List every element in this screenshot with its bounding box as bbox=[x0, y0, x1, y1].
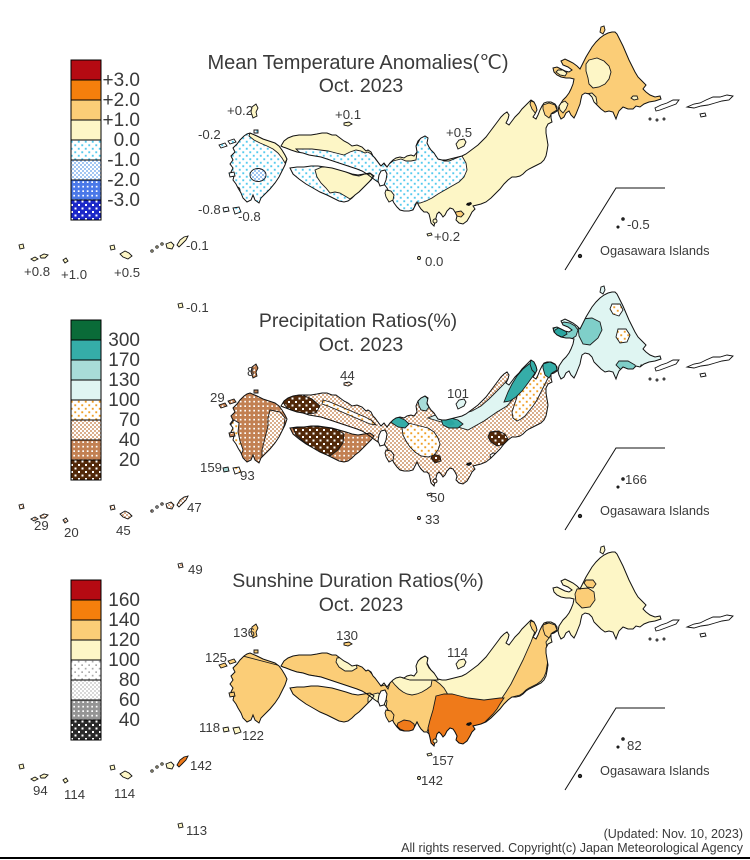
svg-text:+2.0: +2.0 bbox=[102, 90, 140, 111]
svg-text:125: 125 bbox=[205, 650, 227, 665]
svg-text:-0.1: -0.1 bbox=[186, 300, 209, 315]
svg-text:49: 49 bbox=[188, 562, 203, 577]
svg-text:142: 142 bbox=[190, 758, 212, 773]
svg-text:114: 114 bbox=[447, 645, 468, 660]
svg-text:-2.0: -2.0 bbox=[107, 170, 140, 191]
svg-text:130: 130 bbox=[336, 628, 358, 643]
svg-text:Precipitation Ratios(%): Precipitation Ratios(%) bbox=[259, 310, 457, 332]
svg-text:101: 101 bbox=[447, 386, 469, 401]
svg-text:(Updated: Nov. 10, 2023): (Updated: Nov. 10, 2023) bbox=[604, 827, 743, 841]
svg-text:+0.2: +0.2 bbox=[434, 229, 460, 244]
svg-text:140: 140 bbox=[108, 610, 140, 631]
svg-text:All rights reserved. Copyright: All rights reserved. Copyright(c) Japan … bbox=[401, 841, 744, 855]
svg-text:114: 114 bbox=[64, 787, 85, 802]
svg-text:100: 100 bbox=[108, 650, 140, 671]
svg-text:166: 166 bbox=[625, 472, 647, 487]
svg-text:Oct. 2023: Oct. 2023 bbox=[319, 594, 404, 616]
svg-text:+1.0: +1.0 bbox=[61, 267, 87, 282]
svg-text:+0.2: +0.2 bbox=[227, 103, 253, 118]
svg-text:+3.0: +3.0 bbox=[102, 70, 140, 91]
svg-text:44: 44 bbox=[340, 368, 355, 383]
svg-text:-0.1: -0.1 bbox=[186, 238, 209, 253]
svg-text:122: 122 bbox=[242, 728, 264, 743]
svg-text:-0.2: -0.2 bbox=[198, 127, 221, 142]
svg-text:300: 300 bbox=[108, 330, 140, 351]
svg-text:-0.8: -0.8 bbox=[238, 209, 261, 224]
svg-text:50: 50 bbox=[430, 490, 445, 505]
svg-text:-1.0: -1.0 bbox=[107, 150, 140, 171]
svg-text:100: 100 bbox=[108, 390, 140, 411]
svg-text:+1.0: +1.0 bbox=[102, 110, 140, 131]
svg-text:45: 45 bbox=[116, 523, 131, 538]
svg-text:157: 157 bbox=[432, 753, 454, 768]
svg-text:136: 136 bbox=[233, 625, 255, 640]
svg-text:47: 47 bbox=[187, 500, 202, 515]
svg-text:29: 29 bbox=[210, 390, 225, 405]
svg-text:40: 40 bbox=[119, 430, 140, 451]
svg-text:93: 93 bbox=[240, 468, 255, 483]
svg-text:130: 130 bbox=[108, 370, 140, 391]
svg-text:70: 70 bbox=[119, 410, 140, 431]
svg-text:120: 120 bbox=[108, 630, 140, 651]
svg-text:Ogasawara Islands: Ogasawara Islands bbox=[600, 763, 710, 778]
svg-text:8: 8 bbox=[247, 364, 254, 379]
svg-text:-0.8: -0.8 bbox=[198, 202, 221, 217]
svg-text:160: 160 bbox=[108, 590, 140, 611]
svg-text:142: 142 bbox=[421, 773, 443, 788]
svg-text:118: 118 bbox=[199, 720, 220, 735]
svg-text:113: 113 bbox=[186, 823, 207, 838]
svg-text:+0.5: +0.5 bbox=[114, 265, 140, 280]
svg-text:82: 82 bbox=[627, 738, 642, 753]
svg-text:20: 20 bbox=[64, 525, 79, 540]
svg-text:114: 114 bbox=[114, 786, 135, 801]
svg-text:+0.5: +0.5 bbox=[446, 125, 472, 140]
svg-text:159: 159 bbox=[200, 460, 222, 475]
svg-text:-0.5: -0.5 bbox=[627, 217, 650, 232]
svg-text:+0.1: +0.1 bbox=[335, 107, 361, 122]
svg-text:33: 33 bbox=[425, 512, 440, 527]
svg-text:0.0: 0.0 bbox=[114, 130, 140, 151]
svg-text:0.0: 0.0 bbox=[425, 254, 443, 269]
svg-text:60: 60 bbox=[119, 690, 140, 711]
svg-text:Oct. 2023: Oct. 2023 bbox=[319, 75, 404, 97]
svg-text:Oct. 2023: Oct. 2023 bbox=[319, 334, 404, 356]
svg-text:29: 29 bbox=[34, 518, 49, 533]
svg-text:80: 80 bbox=[119, 670, 140, 691]
svg-text:Mean Temperature Anomalies(℃): Mean Temperature Anomalies(℃) bbox=[207, 52, 508, 74]
svg-text:20: 20 bbox=[119, 450, 140, 471]
svg-text:94: 94 bbox=[33, 783, 48, 798]
svg-text:Ogasawara Islands: Ogasawara Islands bbox=[600, 243, 710, 258]
svg-text:-3.0: -3.0 bbox=[107, 190, 140, 211]
svg-text:Sunshine Duration Ratios(%): Sunshine Duration Ratios(%) bbox=[232, 570, 483, 592]
svg-text:+0.8: +0.8 bbox=[24, 264, 50, 279]
svg-text:170: 170 bbox=[108, 350, 140, 371]
svg-text:40: 40 bbox=[119, 710, 140, 731]
svg-text:Ogasawara Islands: Ogasawara Islands bbox=[600, 503, 710, 518]
